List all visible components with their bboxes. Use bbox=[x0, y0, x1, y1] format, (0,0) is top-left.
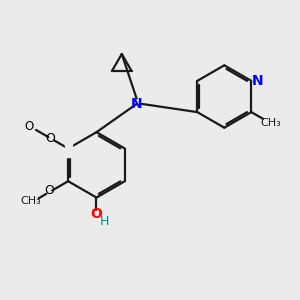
Text: O: O bbox=[24, 120, 33, 133]
Text: N: N bbox=[252, 74, 264, 88]
Text: O: O bbox=[91, 207, 102, 221]
Text: H: H bbox=[100, 215, 110, 228]
Text: CH₃: CH₃ bbox=[261, 118, 281, 128]
Text: CH₃: CH₃ bbox=[20, 196, 41, 206]
Text: O: O bbox=[45, 184, 55, 197]
Text: O: O bbox=[45, 132, 55, 145]
Text: N: N bbox=[131, 97, 142, 111]
Polygon shape bbox=[65, 134, 72, 158]
